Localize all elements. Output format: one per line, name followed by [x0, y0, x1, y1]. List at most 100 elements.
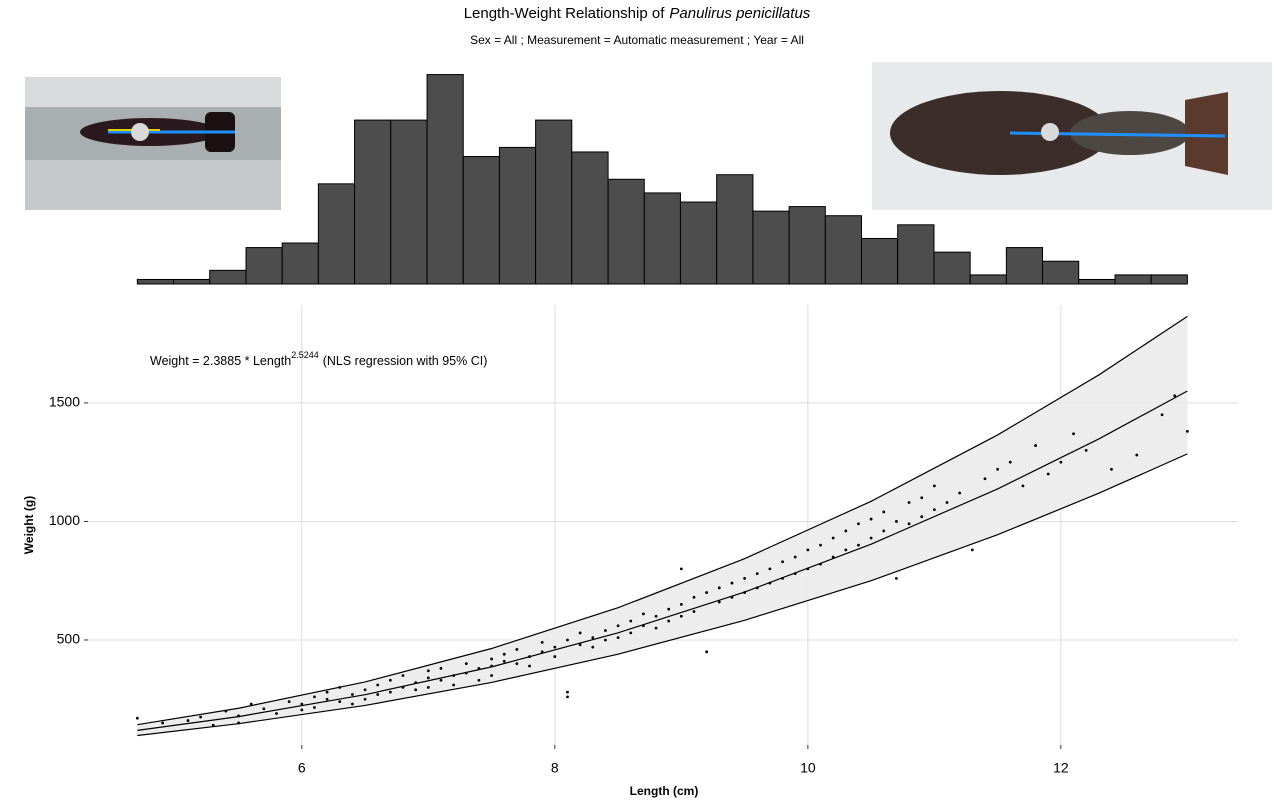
data-point — [667, 607, 671, 611]
data-point — [920, 515, 924, 519]
data-point — [844, 548, 848, 552]
data-point — [376, 683, 380, 687]
data-point — [502, 652, 506, 656]
histogram-bar — [173, 278, 211, 285]
data-point — [338, 685, 342, 689]
photo-left — [25, 77, 281, 210]
fit-line — [137, 390, 1188, 731]
data-point — [540, 650, 544, 654]
data-point — [1185, 429, 1189, 433]
data-point — [376, 693, 380, 696]
data-point — [515, 662, 519, 666]
data-point — [781, 560, 784, 564]
histogram-bar — [969, 274, 1007, 285]
data-point — [983, 477, 987, 481]
data-point — [591, 636, 595, 640]
data-point — [553, 645, 557, 649]
data-point — [1160, 413, 1164, 417]
data-point — [249, 702, 253, 706]
histogram-bar — [245, 247, 283, 285]
data-point — [388, 690, 392, 694]
histogram-bar — [788, 206, 826, 285]
data-point — [616, 624, 620, 628]
photo-right — [872, 62, 1272, 210]
data-point — [654, 626, 658, 630]
data-point — [996, 467, 1000, 471]
data-point — [426, 685, 430, 689]
data-point — [1110, 467, 1113, 471]
data-point — [351, 702, 354, 706]
data-point — [300, 708, 304, 712]
histogram-bar — [317, 183, 356, 285]
data-point — [882, 529, 886, 533]
ci-line — [137, 453, 1188, 737]
data-point — [945, 501, 949, 504]
data-point — [604, 629, 607, 632]
data-point — [705, 591, 709, 594]
data-point — [1059, 460, 1063, 464]
data-point — [237, 714, 240, 718]
data-point — [932, 508, 936, 511]
data-point — [667, 619, 671, 623]
data-point — [528, 655, 531, 658]
annotation-text: Weight = 2.3885 * Length — [150, 354, 291, 368]
data-point — [490, 657, 493, 661]
annotation: Weight = 2.3885 * Length2.5244 (NLS regre… — [150, 350, 487, 368]
data-point — [363, 688, 367, 692]
histogram-bar — [1005, 247, 1044, 285]
x-tick-label: 12 — [1053, 760, 1069, 776]
data-point — [401, 674, 405, 677]
data-point — [1084, 448, 1088, 452]
histogram-bar — [1042, 260, 1080, 285]
title-species: Panulirus penicillatus — [669, 5, 810, 22]
data-point — [439, 667, 443, 670]
data-point — [641, 624, 645, 628]
data-point — [426, 676, 430, 680]
data-point — [1046, 472, 1050, 476]
histogram-bar — [390, 119, 428, 285]
histogram-bar — [281, 242, 319, 285]
data-point — [1173, 394, 1177, 398]
data-point — [743, 591, 747, 594]
data-point — [768, 581, 772, 585]
histogram-bar — [571, 151, 609, 285]
data-point — [768, 567, 772, 571]
data-point — [679, 567, 683, 571]
data-point — [932, 484, 936, 488]
data-point — [857, 543, 860, 547]
histogram-bar — [897, 224, 935, 285]
data-point — [629, 619, 633, 623]
data-point — [692, 610, 696, 613]
data-point — [882, 510, 886, 514]
confidence-band — [137, 316, 1188, 736]
y-tick-label: 1000 — [49, 512, 80, 528]
data-point — [616, 636, 620, 640]
data-point — [313, 706, 316, 709]
data-point — [452, 674, 456, 677]
data-point — [831, 555, 835, 559]
x-tick-label: 6 — [298, 760, 306, 776]
data-point — [566, 695, 569, 699]
data-point — [717, 600, 721, 604]
data-point — [692, 595, 696, 599]
data-point — [1034, 444, 1037, 447]
data-point — [920, 496, 924, 500]
data-point — [426, 669, 430, 673]
data-point — [287, 700, 291, 704]
histogram-bar — [535, 119, 573, 285]
data-point — [705, 650, 709, 654]
data-point — [743, 576, 747, 580]
x-axis-label: Length (cm) — [630, 784, 699, 798]
data-point — [199, 715, 202, 719]
data-point — [325, 690, 329, 694]
data-point — [629, 631, 633, 635]
data-point — [730, 595, 734, 599]
data-point — [211, 723, 215, 727]
y-tick-label: 1500 — [49, 394, 80, 410]
data-point — [654, 614, 658, 618]
data-point — [439, 678, 443, 682]
data-point — [1021, 484, 1025, 488]
data-point — [591, 645, 595, 649]
histogram-bar — [498, 146, 537, 285]
